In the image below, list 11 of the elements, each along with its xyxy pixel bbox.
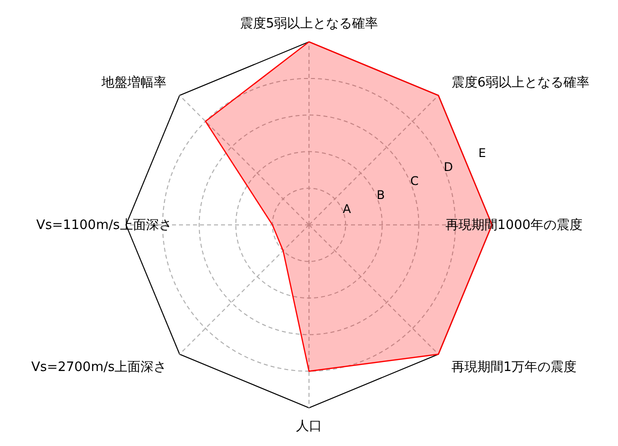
y-tick-label: B — [376, 188, 385, 202]
spoke-label: 地盤増幅率 — [100, 74, 167, 90]
spoke-label: 震度5弱以上となる確率 — [240, 16, 378, 32]
spoke-label: 再現期間1万年の震度 — [451, 359, 577, 376]
y-tick-label: E — [478, 146, 486, 160]
y-tick-label: A — [342, 202, 352, 216]
y-tick-label: C — [410, 174, 419, 188]
spoke-label: 震度6弱以上となる確率 — [451, 74, 590, 90]
spoke-label: Vs=2700m/s上面深さ — [31, 360, 167, 376]
spoke-label: 人口 — [296, 419, 322, 434]
y-tick-label: D — [444, 160, 453, 174]
